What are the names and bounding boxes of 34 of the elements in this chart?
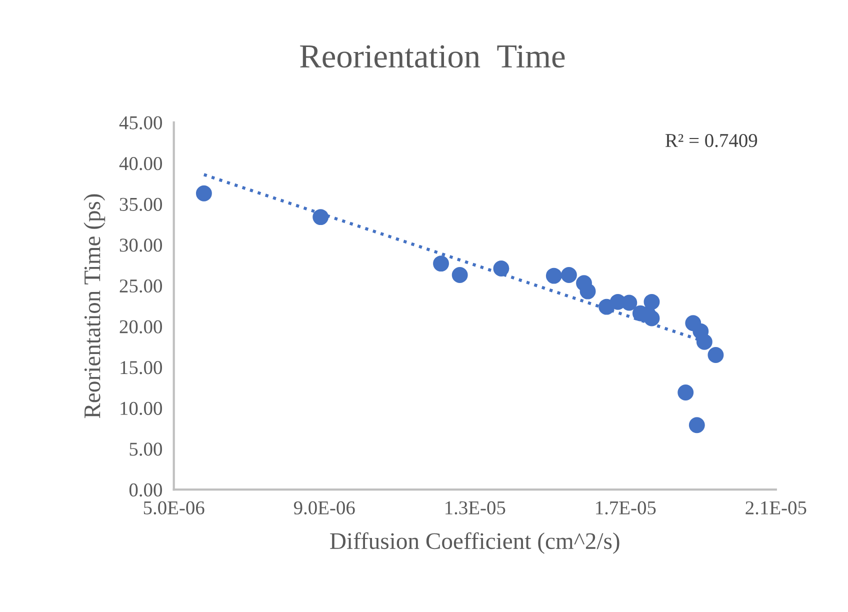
y-tick-label: 5.00 [130,442,162,456]
y-tick-label: 30.00 [120,238,162,252]
y-tick-label: 20.00 [120,320,162,334]
x-tick-label: 1.3E-05 [446,501,506,514]
point [644,294,660,310]
y-tick-label: 45.00 [119,116,162,130]
y-tick-label: 0.00 [129,483,162,497]
point [452,267,468,283]
y-tick-label: 10.00 [120,402,162,416]
annotation: R² = 0.7409 [665,134,758,148]
x-tick-label: 1.7E-05 [596,501,656,514]
y-axis-title: Reorientation Time (ps) [84,194,106,418]
y-tick-label: 40.00 [119,157,162,170]
point [688,417,705,434]
point [644,310,660,326]
point [708,346,724,363]
point [560,267,577,283]
y-tick-label: 25.00 [120,279,162,293]
point [696,334,712,350]
point [580,283,596,300]
point [546,268,562,284]
chart-title: Reorientation Time [300,45,565,68]
point [433,256,449,272]
x-tick-label: 2.1E-05 [746,501,806,514]
point [621,294,638,311]
y-tick-label: 15.00 [120,361,162,374]
point [493,260,510,276]
x-axis-title: Diffusion Coefficient (cm^2/s) [330,532,620,554]
point [196,185,212,202]
point [678,384,694,400]
x-tick-label: 9.0E-06 [294,501,355,514]
y-tick-label: 35.00 [120,198,162,212]
point [312,209,329,226]
x-tick-label: 5.0E-06 [144,501,204,514]
